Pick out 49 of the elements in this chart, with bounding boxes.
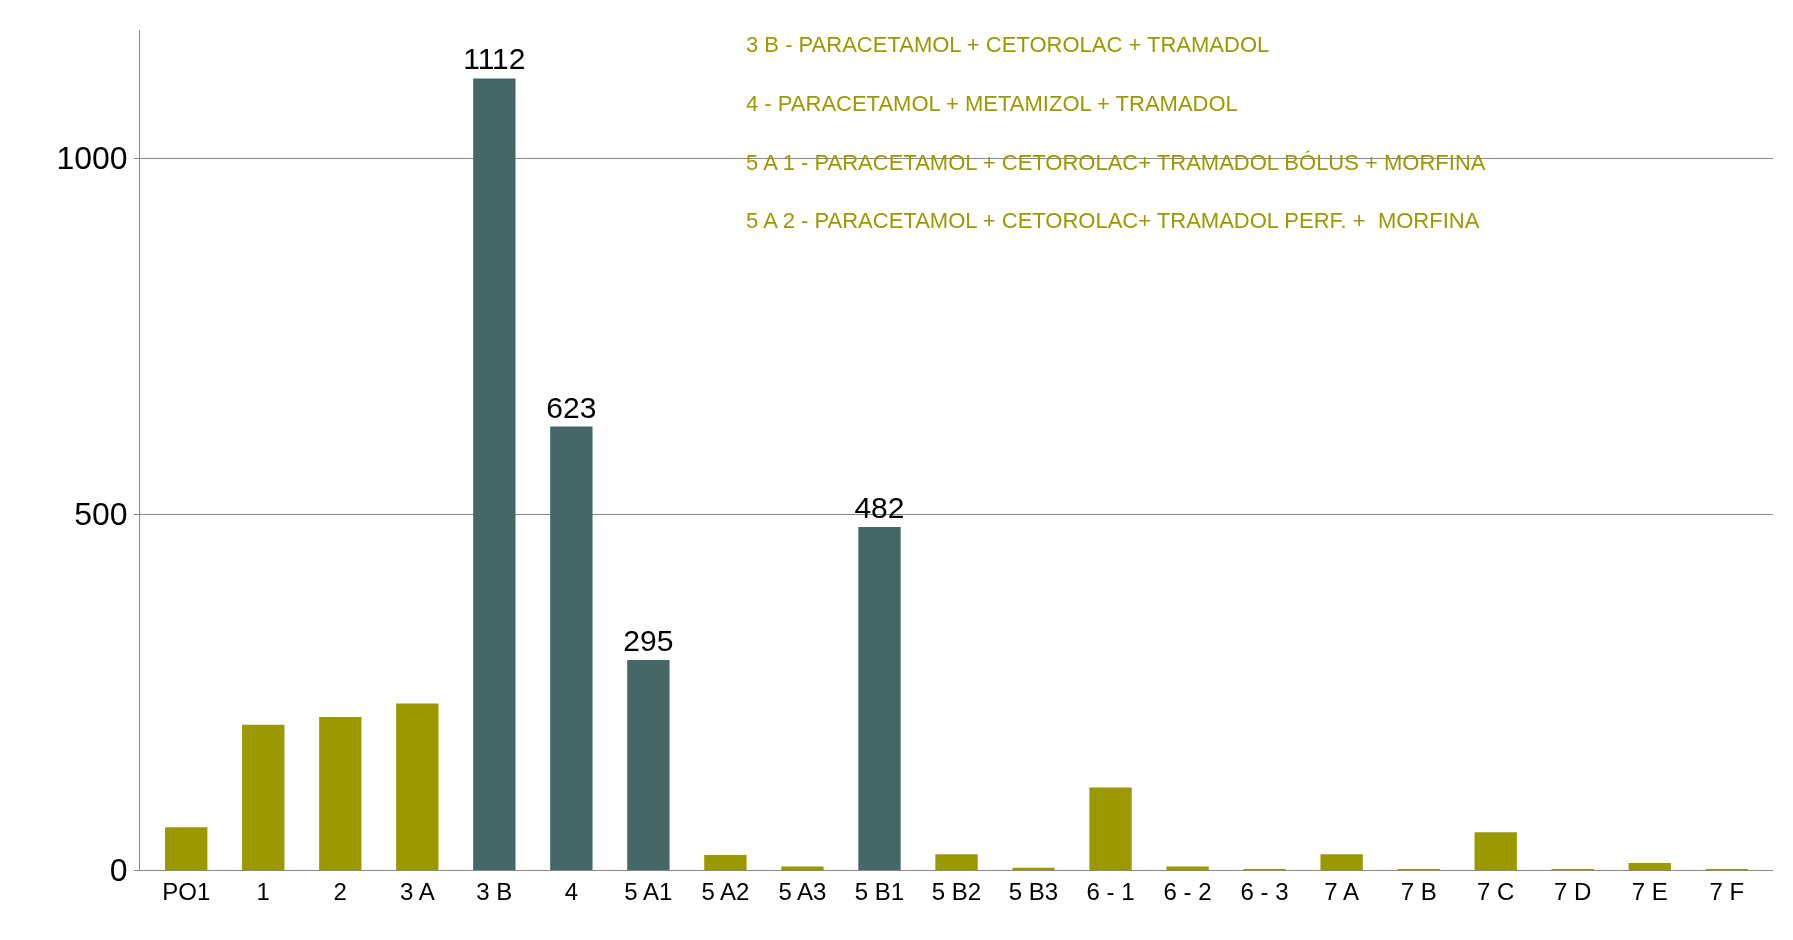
x-tick-label: 4: [564, 877, 579, 905]
bar: [858, 526, 901, 870]
x-tick-label: 5 A1: [624, 877, 673, 905]
bar: [550, 426, 593, 870]
x-tick-label: 7 E: [1631, 877, 1668, 905]
bar: [242, 724, 285, 870]
x-tick-label: PO1: [162, 877, 211, 905]
x-tick-label: 2: [333, 877, 347, 905]
x-tick-label: 5 B1: [854, 877, 905, 905]
bar: [1474, 832, 1517, 870]
x-tick-label: 7 B: [1400, 877, 1437, 905]
bar: [1012, 867, 1055, 870]
x-tick-label: 1: [256, 877, 270, 905]
x-tick-label: 7 C: [1477, 877, 1515, 905]
bar: [781, 866, 824, 870]
x-tick-label: 6 - 1: [1086, 877, 1135, 905]
bar: [627, 660, 670, 870]
x-tick-label: 7 D: [1554, 877, 1592, 905]
x-tick-label: 5 B3: [1008, 877, 1059, 905]
bar: [319, 716, 362, 870]
annotation: 5 A 2 - PARACETAMOL + CETOROLAC+ TRAMADOL PERF. + MORFINA: [746, 208, 1480, 233]
data-label: 623: [546, 390, 597, 424]
x-tick-label: 5 A2: [701, 877, 750, 905]
data-label: 295: [623, 624, 674, 657]
x-tick-label: 5 B2: [931, 877, 982, 905]
x-tick-label: 5 A3: [778, 877, 827, 905]
x-tick-label: 6 - 3: [1240, 877, 1289, 905]
bar: [704, 855, 747, 870]
x-tick-label: 7 A: [1324, 877, 1359, 905]
bar: [1089, 787, 1132, 870]
bar: [1628, 862, 1671, 870]
bar: [165, 827, 208, 870]
y-tick-label: 0: [109, 852, 128, 889]
bar: [935, 854, 978, 870]
x-tick-label: 3 A: [399, 877, 435, 905]
x-tick-label: 3 B: [476, 877, 513, 905]
x-tick-label: 7 F: [1709, 877, 1745, 905]
annotation: 4 - PARACETAMOL + METAMIZOL + TRAMADOL: [746, 91, 1238, 116]
annotation: 3 B - PARACETAMOL + CETOROLAC + TRAMADOL: [746, 32, 1270, 57]
bar: [473, 78, 516, 870]
bar: [1320, 854, 1363, 870]
bar: [1166, 866, 1209, 870]
y-tick-label: 500: [74, 496, 128, 533]
x-tick-label: 6 - 2: [1163, 877, 1212, 905]
y-tick-label: 1000: [56, 140, 128, 177]
data-label: 482: [854, 490, 905, 524]
data-label: 1112: [463, 42, 526, 76]
annotation: 5 A 1 - PARACETAMOL + CETOROLAC+ TRAMADOL BÓLUS + MORFINA: [746, 150, 1486, 175]
bar: [396, 703, 439, 870]
